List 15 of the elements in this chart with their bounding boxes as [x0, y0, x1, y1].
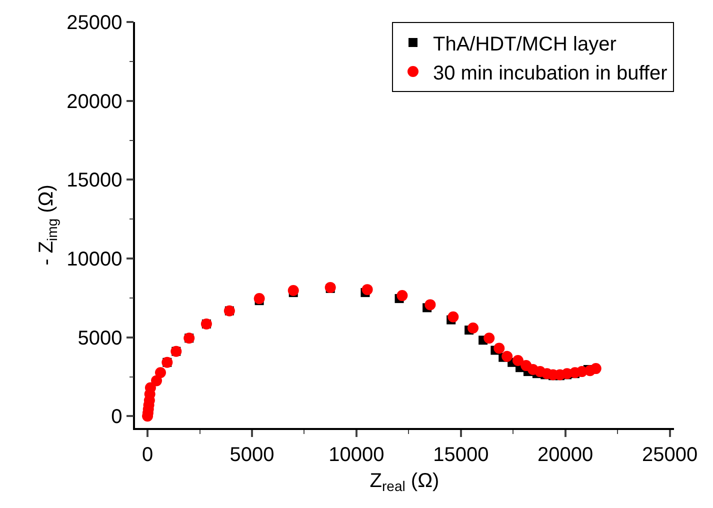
legend-label: ThA/HDT/MCH layer	[433, 33, 617, 56]
y-tick-label: 5000	[78, 327, 122, 350]
x-tick-label: 15000	[433, 444, 489, 466]
x-tick-label: 25000	[642, 444, 698, 466]
x-tick-label: 5000	[230, 444, 274, 466]
x-tick-label: 0	[142, 444, 154, 466]
y-tick-label: 15000	[66, 170, 122, 192]
x-axis-title: Z$_{real}$ (Ω)	[370, 470, 440, 494]
y-tick-label: 20000	[66, 90, 122, 113]
y-tick-label: 25000	[66, 12, 122, 34]
legend-label: 30 min incubation in buffer	[433, 62, 668, 84]
x-tick-label: 20000	[538, 444, 594, 466]
y-tick-label: 0	[111, 406, 122, 428]
y-tick-label: 10000	[66, 248, 122, 270]
x-tick-label: 10000	[328, 444, 384, 466]
